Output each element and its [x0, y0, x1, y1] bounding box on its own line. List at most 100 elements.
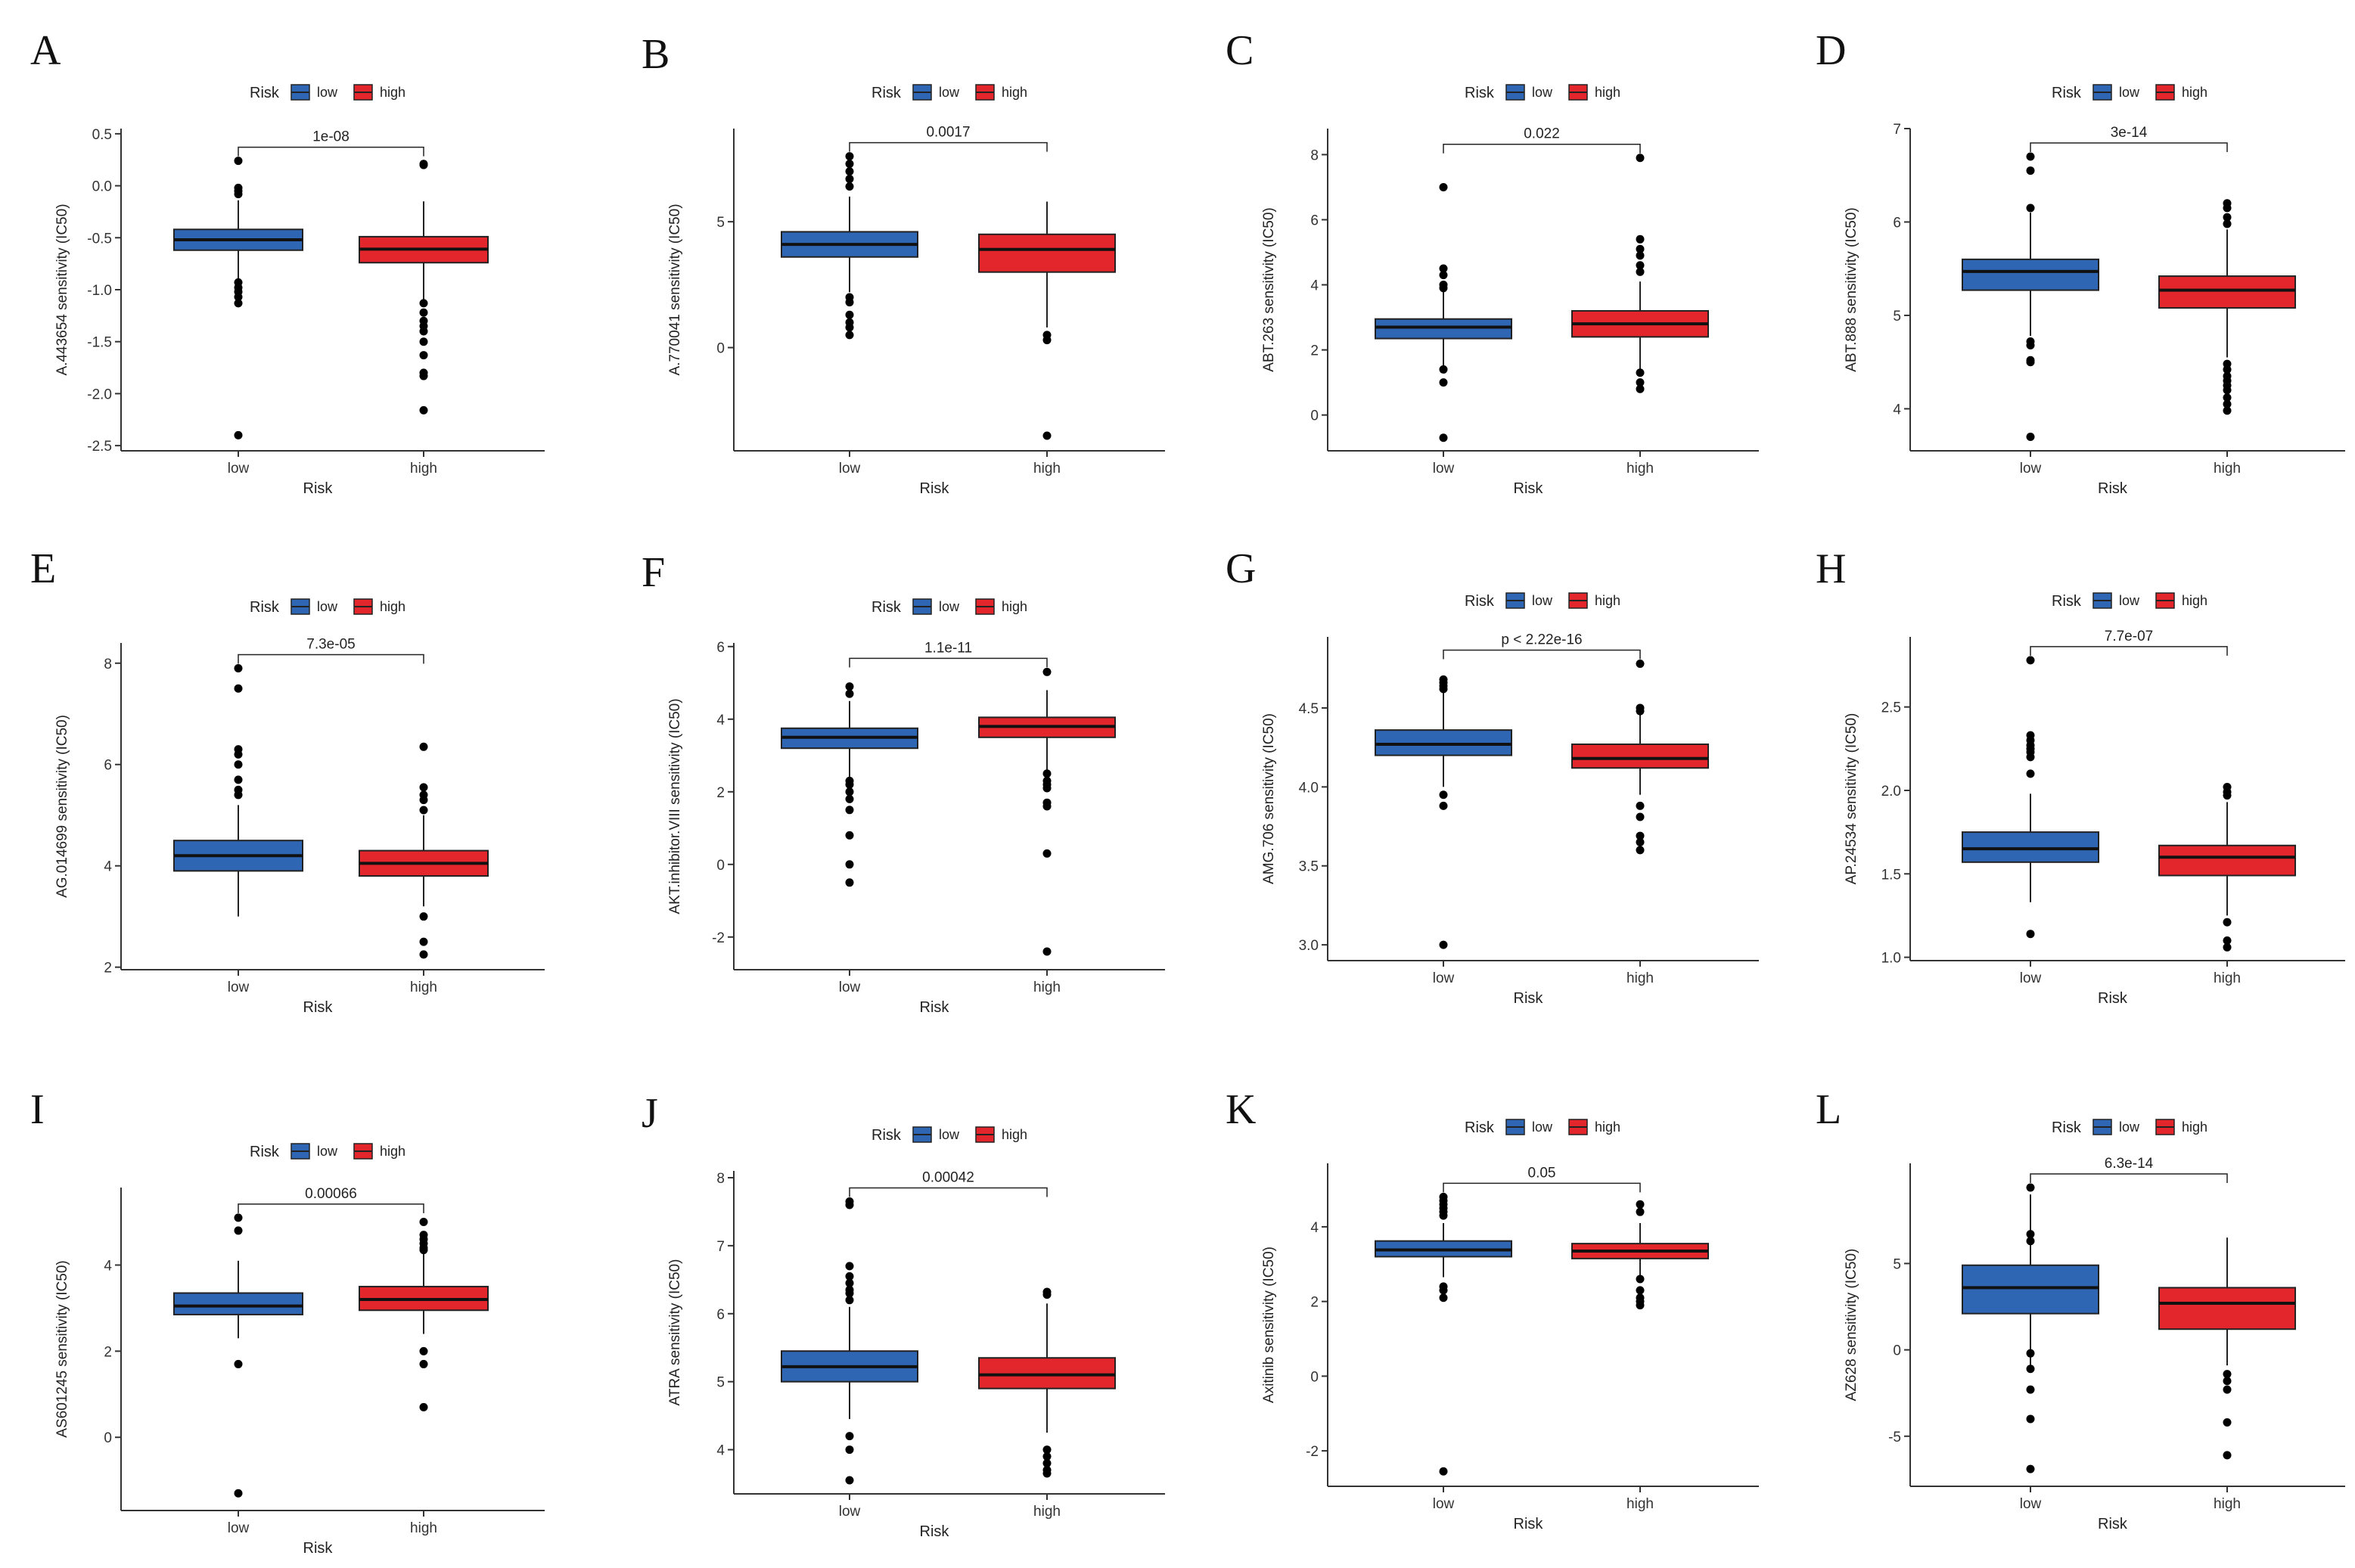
box-iqr — [2158, 1287, 2296, 1330]
outlier-point — [845, 794, 854, 803]
outlier-point — [1636, 1301, 1645, 1310]
outlier-point — [845, 1271, 854, 1281]
box-low — [781, 152, 918, 340]
outlier-point — [419, 950, 428, 959]
y-tick-label: -2 — [1306, 1444, 1319, 1460]
bracket-line — [2030, 142, 2228, 153]
outlier-point — [234, 1489, 243, 1498]
y-tick-label: -2.0 — [87, 387, 112, 402]
box-high — [359, 160, 489, 415]
y-tick-label: 2 — [716, 785, 725, 801]
outlier-point — [845, 1476, 854, 1485]
y-tick-label: 4 — [1310, 278, 1319, 294]
legend: Risk low high — [1465, 592, 1620, 610]
significance-bracket: 1e-08 — [238, 129, 424, 157]
x-tick-label: high — [1033, 980, 1061, 995]
y-tick-label: 0 — [104, 1430, 112, 1446]
outlier-point — [2223, 219, 2232, 228]
outlier-point — [234, 663, 243, 672]
outlier-point — [1636, 1207, 1645, 1216]
y-tick-label: 0.5 — [92, 127, 112, 143]
box-low — [1375, 182, 1512, 442]
outlier-point — [419, 337, 428, 346]
outlier-point — [419, 299, 428, 308]
outlier-point — [1439, 790, 1448, 800]
outlier-point — [419, 1218, 428, 1227]
panel-d: D Risk low high 4 5 6 7 ABT.888 sensitivity (IC5… — [1816, 27, 2345, 497]
outlier-point — [2223, 791, 2232, 800]
y-tick-label: 6 — [1893, 215, 1901, 231]
legend-label-high: high — [1595, 1119, 1620, 1135]
y-tick-label: 4 — [1310, 1220, 1319, 1236]
y-tick-label: 4 — [1893, 402, 1901, 418]
box-low — [1375, 1192, 1512, 1476]
outlier-point — [845, 182, 854, 191]
outlier-point — [2026, 1237, 2035, 1246]
x-tick-label: low — [2020, 970, 2042, 986]
outlier-point — [2026, 432, 2035, 441]
box-iqr — [978, 233, 1116, 273]
y-axis-title: A.770041 sensitivity (IC50) — [667, 203, 683, 375]
panel-j: J Risk low high 4 5 6 7 8 ATRA sensitivity (IC50)… — [642, 1090, 1165, 1540]
y-axis-title: ABT.263 sensitivity (IC50) — [1261, 207, 1277, 372]
y-tick-label: 3.0 — [1299, 938, 1319, 954]
outlier-point — [2223, 213, 2232, 222]
panel-a: A Risk low high -2.5 -2.0 -1.5 -1.0 -0.5 0.0 0.5 A.… — [30, 27, 545, 497]
outlier-point — [1439, 1286, 1448, 1295]
significance-bracket: 1.1e-11 — [849, 640, 1048, 668]
outlier-point — [419, 371, 428, 380]
outlier-point — [845, 787, 854, 796]
outlier-point — [845, 860, 854, 869]
x-axis-title: Risk — [1514, 480, 1544, 497]
box-high — [978, 667, 1116, 956]
box-high — [978, 201, 1116, 440]
y-axis-title: AG.014699 sensitivity (IC50) — [54, 715, 70, 898]
box-iqr — [2158, 275, 2296, 309]
box-low — [1962, 1183, 2099, 1473]
legend-title: Risk — [250, 1144, 280, 1160]
outlier-point — [2026, 1349, 2035, 1358]
outlier-point — [845, 1432, 854, 1441]
y-tick-label: 3.5 — [1299, 859, 1319, 875]
box-high — [1571, 659, 1709, 855]
box-low — [781, 1197, 918, 1485]
outlier-point — [1042, 849, 1052, 858]
x-tick-label: low — [2020, 461, 2042, 477]
legend-label-low: low — [1532, 85, 1553, 100]
outlier-point — [1439, 182, 1448, 191]
outlier-point — [234, 430, 243, 439]
panel-letter: E — [30, 545, 56, 592]
outlier-point — [2223, 942, 2232, 952]
outlier-point — [1636, 267, 1645, 276]
outlier-point — [419, 806, 428, 815]
outlier-point — [419, 160, 428, 169]
outlier-point — [2223, 1451, 2232, 1460]
outlier-point — [1636, 846, 1645, 855]
legend-title: Risk — [1465, 1119, 1495, 1136]
outlier-point — [845, 175, 854, 184]
outlier-point — [1636, 1200, 1645, 1209]
y-tick-label: 1.0 — [1881, 951, 1901, 967]
x-axis-title: Risk — [1514, 1516, 1544, 1532]
x-tick-label: high — [1033, 461, 1061, 477]
outlier-point — [419, 1402, 428, 1411]
y-axis-title: AP.24534 sensitivity (IC50) — [1844, 713, 1859, 885]
y-tick-label: 0 — [1893, 1343, 1901, 1359]
p-value-label: 0.05 — [1528, 1165, 1556, 1181]
legend: Risk low high — [2052, 592, 2207, 610]
outlier-point — [1636, 244, 1645, 253]
y-tick-label: 5 — [716, 215, 725, 231]
outlier-point — [1636, 1286, 1645, 1295]
legend-label-high: high — [2182, 85, 2207, 100]
outlier-point — [1636, 706, 1645, 716]
x-tick-label: high — [410, 1520, 437, 1536]
y-tick-label: 6 — [1310, 213, 1319, 228]
x-axis-title: Risk — [2098, 990, 2128, 1007]
outlier-point — [2026, 203, 2035, 213]
significance-bracket: 0.00042 — [849, 1169, 1048, 1197]
box-high — [2158, 783, 2296, 952]
box-iqr — [173, 1292, 303, 1315]
legend-label-high: high — [2182, 593, 2207, 608]
outlier-point — [1042, 802, 1052, 811]
